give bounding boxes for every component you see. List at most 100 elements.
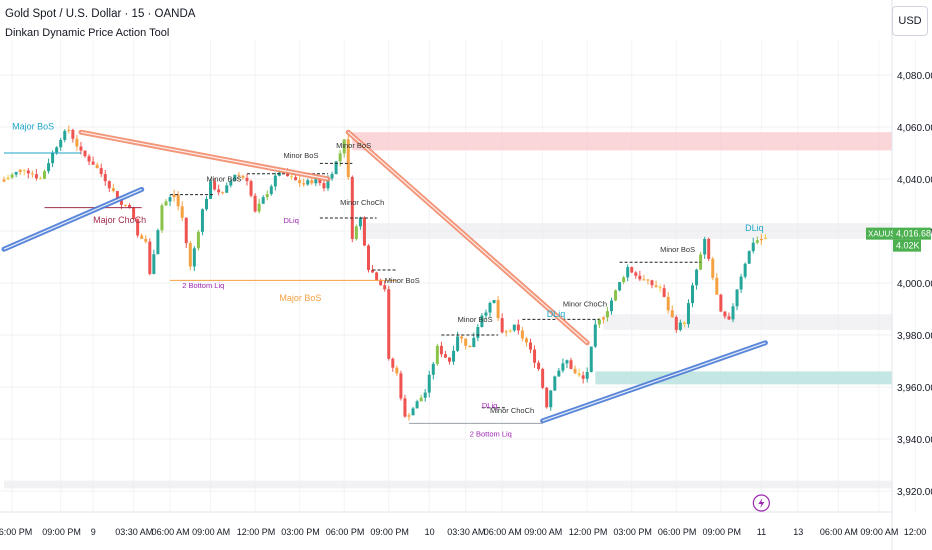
candle: [107, 181, 111, 189]
x-tick-label: 09:00 PM: [42, 527, 81, 537]
candle: [545, 387, 549, 408]
candle: [184, 217, 188, 244]
candle: [650, 280, 654, 286]
candle: [593, 324, 597, 347]
candle: [383, 285, 387, 290]
x-tick-label: 09:00 PM: [370, 527, 409, 537]
candle: [403, 398, 407, 417]
candle: [34, 174, 38, 179]
x-tick-label: 09:00 PM: [702, 527, 741, 537]
candle: [330, 174, 334, 179]
candle: [719, 294, 723, 312]
candle: [119, 200, 123, 205]
candle: [115, 191, 119, 201]
candle: [682, 322, 686, 325]
candle: [338, 153, 342, 162]
trendline-highlight: [80, 131, 329, 180]
annotation-label: Major ChoCh: [93, 215, 146, 225]
x-tick-label: 06:00 AM: [152, 527, 190, 537]
x-tick-label: 11: [757, 527, 766, 537]
x-tick-label: 03:30 AM: [115, 527, 153, 537]
x-tick-label: 03:00 PM: [281, 527, 320, 537]
candle: [508, 330, 512, 332]
candle: [533, 349, 537, 363]
y-tick-label: 4,060.000: [897, 123, 932, 134]
candle: [350, 177, 354, 239]
candle: [188, 243, 192, 267]
candle: [686, 303, 690, 325]
candle: [755, 240, 759, 243]
candle: [55, 147, 59, 153]
annotation-label: Minor BoS: [458, 315, 493, 324]
candle: [707, 238, 711, 259]
candle: [751, 242, 755, 252]
candle: [358, 217, 362, 227]
candle: [225, 185, 229, 193]
candle: [427, 374, 431, 393]
candle: [326, 178, 330, 189]
candle: [419, 397, 423, 402]
candle: [95, 164, 99, 169]
candle: [443, 354, 447, 358]
candle: [67, 129, 71, 131]
candle: [2, 179, 6, 182]
annotation-label: Minor BoS: [385, 276, 420, 285]
symbol-tag-label: XAUUSD: [868, 230, 902, 239]
candle: [565, 360, 569, 364]
annotation-label: 2 Bottom Liq: [470, 429, 512, 438]
candle: [99, 168, 103, 175]
x-tick-label: 13: [793, 527, 803, 537]
candle: [735, 289, 739, 307]
candle: [192, 248, 196, 267]
candle: [739, 276, 743, 290]
x-tick-label: 03:30 AM: [447, 527, 485, 537]
candle: [136, 218, 140, 236]
candle: [727, 316, 731, 320]
candle: [302, 183, 306, 185]
candle: [642, 279, 646, 281]
currency-button[interactable]: USD: [892, 6, 928, 36]
candle: [221, 192, 225, 194]
candle: [322, 183, 326, 189]
candle: [273, 175, 277, 187]
candle: [144, 238, 148, 242]
candle: [622, 277, 626, 283]
candle: [43, 171, 46, 179]
candle: [111, 188, 115, 192]
candle: [294, 177, 298, 181]
candle: [229, 180, 233, 186]
y-tick-label: 3,940.000: [897, 435, 932, 446]
candle: [14, 172, 18, 175]
candle: [237, 174, 241, 176]
y-tick-label: 3,980.000: [897, 331, 932, 342]
annotation-label: Minor ChoCh: [490, 406, 534, 415]
candle: [435, 345, 439, 364]
candle: [626, 267, 630, 278]
candle: [476, 327, 480, 338]
indicator-name[interactable]: Dinkan Dynamic Price Action Tool: [5, 27, 170, 39]
x-tick-label: 12:00 PM: [569, 527, 608, 537]
candle: [241, 175, 245, 178]
candle: [537, 362, 541, 369]
demand-zone: [595, 371, 892, 385]
candle: [318, 177, 322, 184]
candle: [484, 312, 488, 316]
candle: [387, 289, 391, 359]
candle: [723, 311, 727, 317]
x-tick-label: 9: [91, 527, 96, 537]
candle: [306, 180, 310, 185]
candle: [703, 238, 707, 255]
candle: [128, 205, 132, 208]
lightning-glyph: [758, 498, 765, 508]
candle: [75, 138, 79, 147]
aux-price-tag: [893, 239, 921, 252]
candle: [346, 139, 350, 178]
candle: [654, 285, 658, 287]
candle: [87, 156, 91, 162]
candle: [172, 194, 176, 198]
candle: [561, 363, 565, 371]
candle: [200, 209, 204, 232]
candle: [763, 237, 767, 239]
candle: [132, 207, 136, 219]
